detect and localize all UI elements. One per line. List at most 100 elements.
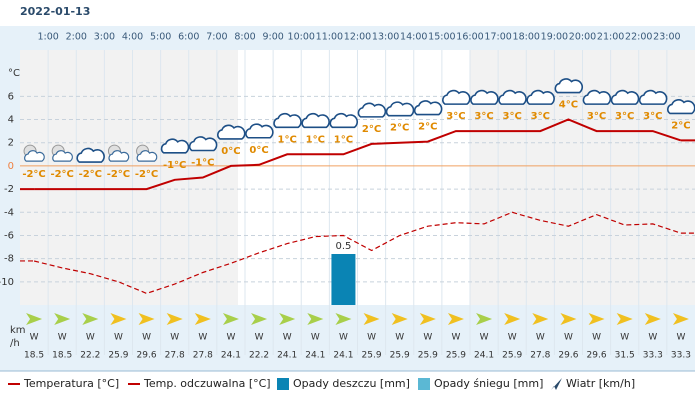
weather-icon	[329, 112, 359, 129]
temp-label: 0°C	[221, 146, 240, 157]
weather-icon	[188, 136, 218, 152]
wind-direction: W	[142, 333, 151, 343]
cloud	[245, 123, 274, 139]
y-tick-label: 4	[8, 115, 14, 126]
cloud	[498, 89, 527, 105]
weather-icon	[526, 89, 555, 105]
wind-speed: 25.9	[390, 351, 410, 361]
wind-speed: 25.9	[418, 351, 438, 361]
weather-icon	[413, 100, 443, 116]
cloud	[385, 101, 415, 117]
legend-label: Opady śniegu [mm]	[434, 377, 543, 390]
wind-direction: W	[170, 333, 179, 343]
wind-speed: 22.2	[80, 351, 100, 361]
x-tick-label: 4:00	[122, 32, 143, 43]
x-tick-label: 11:00	[316, 32, 343, 43]
wind-arrow	[251, 313, 268, 325]
wind-direction: W	[198, 333, 207, 343]
cloud	[160, 138, 190, 154]
legend-label: Opady deszczu [mm]	[293, 377, 410, 390]
temp-label: 4°C	[559, 100, 578, 111]
x-tick-label: 18:00	[513, 32, 540, 43]
weather-icon	[23, 144, 45, 162]
y-tick-label: -4	[4, 207, 14, 218]
weather-icon	[638, 89, 668, 105]
wind-speed: 24.1	[221, 351, 241, 361]
temp-label: 2°C	[418, 122, 437, 133]
line-edge	[20, 232, 695, 262]
wind-speed: 29.6	[137, 351, 157, 361]
x-tick-label: 6:00	[178, 32, 199, 43]
wind-speed: 24.1	[333, 351, 353, 361]
line	[34, 118, 682, 191]
wind-direction: W	[536, 333, 545, 343]
cloud	[582, 89, 612, 105]
weather-icon	[610, 89, 640, 105]
y-tick-label: -2	[4, 184, 14, 195]
legend-label: Temp. odczuwalna [°C]	[143, 377, 271, 390]
wind-arrow	[504, 313, 521, 325]
wind-arrow	[222, 313, 239, 325]
line-edge	[20, 139, 695, 191]
line	[33, 211, 682, 295]
wind-arrow	[391, 313, 408, 325]
wind-direction: W	[648, 333, 657, 343]
wind-unit: /h	[10, 338, 20, 349]
wind-arrow	[363, 313, 380, 325]
temp-label: 2°C	[390, 123, 409, 134]
wind-speed: 27.8	[165, 351, 185, 361]
weather-icon	[107, 144, 130, 162]
temp-label: 0°C	[249, 145, 268, 156]
x-tick-label: 10:00	[288, 32, 315, 43]
weather-icon	[385, 101, 415, 117]
cloud	[413, 100, 443, 116]
weather-icon	[76, 147, 105, 163]
wind-speed: 33.3	[671, 351, 691, 361]
cloud	[301, 112, 330, 129]
wind-arrow	[166, 313, 183, 325]
x-tick-label: 22:00	[625, 32, 652, 43]
weather-icon	[582, 89, 612, 105]
weather-icon	[442, 89, 471, 105]
y-tick-label: 6	[8, 91, 14, 102]
wind-direction: W	[620, 333, 629, 343]
wind-speed: 27.8	[193, 351, 213, 361]
y-tick-label: 0	[8, 161, 14, 172]
wind-arrow	[335, 313, 352, 325]
wind-direction: W	[114, 333, 123, 343]
temp-label: -2°C	[135, 169, 158, 180]
temp-label: -2°C	[107, 169, 130, 180]
x-tick-label: 1:00	[37, 32, 58, 43]
wind-speed: 24.1	[277, 351, 297, 361]
wind-direction: W	[508, 333, 517, 343]
temp-label: 3°C	[643, 111, 662, 122]
wind-arrow	[82, 313, 99, 325]
wind-direction: W	[30, 333, 39, 343]
cloud	[329, 112, 359, 129]
cloud	[357, 102, 387, 118]
wind-speed: 29.6	[558, 351, 578, 361]
temp-label: 2°C	[362, 124, 381, 135]
wind-arrow	[307, 313, 324, 325]
wind-direction: W	[226, 333, 235, 343]
x-tick-label: 2:00	[66, 32, 87, 43]
weather-icon	[245, 123, 274, 139]
weather-icon	[554, 78, 584, 94]
precip-label: 0.5	[335, 241, 351, 252]
temp-label: -1°C	[191, 158, 214, 169]
weather-icon	[136, 144, 158, 162]
wind-arrow	[588, 313, 605, 325]
wind-direction: W	[480, 333, 489, 343]
weather-icon	[51, 144, 73, 162]
x-tick-label: 21:00	[597, 32, 624, 43]
weather-icon	[301, 112, 330, 129]
temp-label: 3°C	[531, 111, 550, 122]
legend-label: Temperatura [°C]	[23, 377, 119, 390]
wind-speed: 18.5	[24, 351, 44, 361]
weather-icon	[357, 102, 387, 118]
legend-label: Wiatr [km/h]	[566, 377, 635, 390]
wind-unit: km	[10, 325, 26, 336]
temp-label: 2°C	[671, 120, 690, 131]
temp-label: -2°C	[79, 169, 102, 180]
